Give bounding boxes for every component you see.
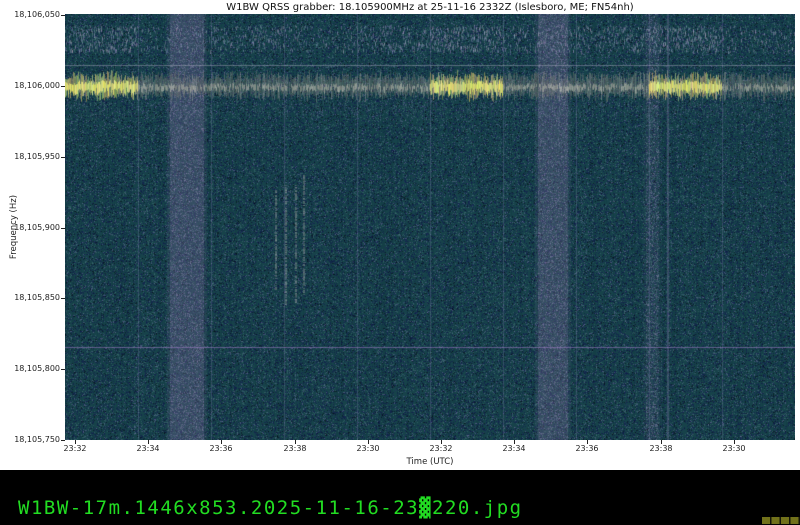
x-tick-mark (441, 440, 442, 444)
x-tick-mark (148, 440, 149, 444)
x-tick-label: 23:32 (429, 444, 453, 453)
x-axis-label: Time (UTC) (406, 457, 454, 467)
y-tick-mark (61, 440, 65, 441)
footer-corner-blocks (762, 517, 800, 524)
chart-title: W1BW QRSS grabber: 18.105900MHz at 25-11… (226, 2, 634, 13)
footer-bar: W1BW-17m.1446x853.2025-11-16-23▓220.jpg (0, 470, 800, 525)
x-tick-label: 23:36 (209, 444, 233, 453)
spectrogram-canvas (65, 14, 795, 440)
y-tick-label: 18,106,050 (14, 10, 60, 19)
x-tick-label: 23:34 (136, 444, 160, 453)
x-tick-label: 23:30 (722, 444, 746, 453)
y-tick-label: 18,105,750 (14, 435, 60, 444)
y-tick-mark (61, 228, 65, 229)
x-tick-mark (295, 440, 296, 444)
x-tick-mark (221, 440, 222, 444)
x-tick-mark (514, 440, 515, 444)
x-tick-mark (587, 440, 588, 444)
x-tick-mark (661, 440, 662, 444)
y-tick-mark (61, 298, 65, 299)
y-tick-mark (61, 369, 65, 370)
y-tick-label: 18,106,000 (14, 81, 60, 90)
x-tick-label: 23:36 (575, 444, 599, 453)
y-tick-label: 18,105,850 (14, 293, 60, 302)
y-tick-label: 18,105,950 (14, 152, 60, 161)
x-tick-label: 23:38 (283, 444, 307, 453)
x-tick-label: 23:38 (649, 444, 673, 453)
y-tick-label: 18,105,900 (14, 223, 60, 232)
x-tick-mark (368, 440, 369, 444)
spectrogram-figure: W1BW QRSS grabber: 18.105900MHz at 25-11… (0, 0, 800, 470)
y-tick-label: 18,105,800 (14, 364, 60, 373)
x-tick-mark (734, 440, 735, 444)
footer-filename: W1BW-17m.1446x853.2025-11-16-23▓220.jpg (18, 497, 523, 519)
x-tick-label: 23:34 (502, 444, 526, 453)
y-tick-mark (61, 86, 65, 87)
x-tick-label: 23:32 (63, 444, 87, 453)
x-tick-label: 23:30 (356, 444, 380, 453)
y-tick-mark (61, 157, 65, 158)
y-tick-mark (61, 15, 65, 16)
x-tick-mark (75, 440, 76, 444)
